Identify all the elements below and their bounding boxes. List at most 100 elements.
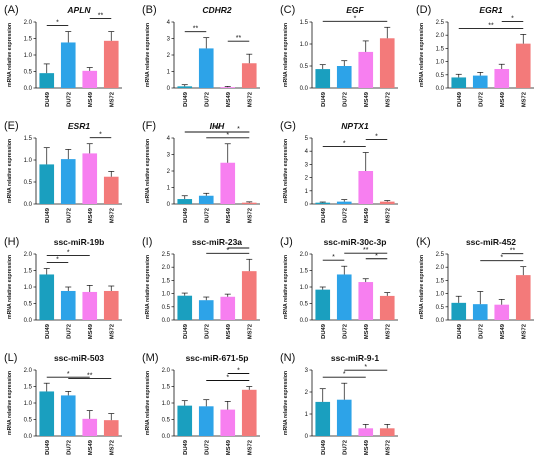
- y-tick-label: 0.0: [24, 202, 33, 208]
- panel-title: ssc-miR-503: [54, 353, 104, 363]
- chart-panel: (A) APLN mRNA relative expression 0.0 0.5 1.0…: [4, 4, 122, 107]
- y-tick-label: 2.0: [24, 368, 33, 374]
- y-tick-label: 0.0: [436, 86, 445, 92]
- category-label: DU49: [457, 91, 463, 107]
- panel-title: ssc-miR-9-1: [331, 353, 379, 363]
- panel-letter: (H): [4, 236, 19, 248]
- category-label: DU72: [342, 92, 348, 107]
- significance-label: *: [226, 375, 229, 382]
- y-tick-label: 0: [305, 434, 309, 440]
- category-label: MS72: [385, 92, 391, 107]
- bar: [315, 69, 331, 88]
- panel-letter: (E): [4, 120, 19, 132]
- chart-panel: (L) ssc-miR-503 mRNA relative expression 0.…: [4, 352, 122, 455]
- bar: [451, 77, 467, 88]
- bar: [220, 162, 236, 204]
- y-axis-label: mRNA relative expression: [283, 23, 289, 87]
- y-axis-label: mRNA relative expression: [145, 23, 151, 87]
- significance-label: **: [87, 372, 93, 379]
- category-label: MS49: [88, 439, 94, 455]
- bar: [336, 274, 352, 320]
- y-tick-label: 1.0: [24, 158, 33, 164]
- category-label: DU72: [204, 208, 210, 223]
- y-tick-label: 0.0: [24, 86, 33, 92]
- panel-title: ssc-miR-19b: [54, 237, 105, 247]
- bar: [379, 201, 395, 204]
- panel-title: ssc-miR-452: [466, 237, 516, 247]
- bar: [60, 42, 76, 88]
- bar: [60, 395, 76, 436]
- bar: [241, 63, 257, 88]
- y-tick-label: 3: [305, 162, 309, 168]
- y-tick-label: 2.0: [162, 368, 171, 374]
- significance-label: *: [364, 364, 367, 371]
- bar: [358, 428, 374, 436]
- bar: [515, 275, 531, 320]
- bar: [494, 304, 510, 320]
- y-tick-label: 3: [305, 368, 309, 374]
- significance-label: *: [237, 368, 240, 375]
- y-tick-label: 1.5: [24, 136, 33, 142]
- category-label: DU49: [321, 207, 327, 223]
- bar: [39, 164, 55, 204]
- y-tick-label: 2: [167, 53, 171, 59]
- bar: [336, 201, 352, 204]
- y-axis-label: mRNA relative expression: [145, 139, 151, 203]
- y-tick-label: 0.0: [162, 434, 171, 440]
- bar: [177, 405, 193, 436]
- y-tick-label: 0.0: [24, 434, 33, 440]
- y-tick-label: 0.0: [300, 86, 309, 92]
- y-tick-label: 2: [305, 176, 309, 182]
- panel-title: ESR1: [68, 121, 90, 131]
- significance-label: *: [226, 132, 229, 139]
- significance-label: **: [363, 247, 369, 254]
- panel-title: EGF: [346, 5, 364, 15]
- panel-letter: (G): [280, 120, 296, 132]
- panel-letter: (F): [142, 120, 156, 132]
- bar: [379, 428, 395, 436]
- y-tick-label: 2.0: [24, 252, 33, 258]
- bar: [39, 274, 55, 320]
- y-tick-label: 0.5: [436, 305, 445, 311]
- chart-panel: (K) ssc-miR-452 mRNA relative expression 0.…: [416, 236, 534, 339]
- category-label: MS72: [247, 92, 253, 107]
- significance-label: *: [67, 371, 70, 378]
- bar: [515, 43, 531, 88]
- category-label: DU72: [478, 324, 484, 339]
- chart-panel: (E) ESR1 mRNA relative expression 0.0 0.5 1.0…: [4, 120, 122, 223]
- significance-label: *: [56, 257, 59, 264]
- y-tick-label: 2: [305, 390, 309, 396]
- y-tick-label: 0.0: [436, 318, 445, 324]
- y-tick-label: 1.0: [300, 42, 309, 48]
- chart-panel: (J) ssc-miR-30c-3p mRNA relative expressio…: [280, 236, 398, 339]
- chart-panel: (B) CDHR2 mRNA relative expression 0 1 2 3 4 DU4…: [142, 4, 260, 107]
- y-tick-label: 1.0: [24, 285, 33, 291]
- category-label: DU49: [321, 91, 327, 107]
- y-tick-label: 1.5: [436, 46, 445, 52]
- chart-panel: (N) ssc-miR-9-1 mRNA relative expression 0 1…: [280, 352, 398, 455]
- category-label: MS72: [385, 324, 391, 339]
- y-tick-label: 1.0: [162, 401, 171, 407]
- bar: [220, 409, 236, 436]
- category-label: DU72: [66, 208, 72, 223]
- panel-title: IHH: [210, 121, 226, 131]
- y-tick-label: 2.5: [436, 252, 445, 258]
- significance-label: **: [510, 248, 516, 255]
- y-tick-label: 3: [167, 37, 171, 43]
- y-tick-label: 2.5: [436, 20, 445, 26]
- panel-title: CDHR2: [202, 5, 232, 15]
- chart-panel: (M) ssc-miR-671-5p mRNA relative expressio…: [142, 352, 260, 455]
- category-label: MS72: [109, 92, 115, 107]
- bar: [177, 295, 193, 320]
- bar: [103, 290, 119, 320]
- significance-label: *: [511, 15, 514, 22]
- y-tick-label: 5: [305, 136, 309, 142]
- bar: [198, 195, 214, 204]
- significance-label: **: [488, 22, 494, 29]
- y-tick-label: 0: [305, 202, 309, 208]
- category-label: DU49: [321, 323, 327, 339]
- bar: [472, 304, 488, 320]
- y-tick-label: 4: [167, 20, 171, 26]
- significance-label: *: [237, 242, 240, 249]
- y-axis-label: mRNA relative expression: [283, 139, 289, 203]
